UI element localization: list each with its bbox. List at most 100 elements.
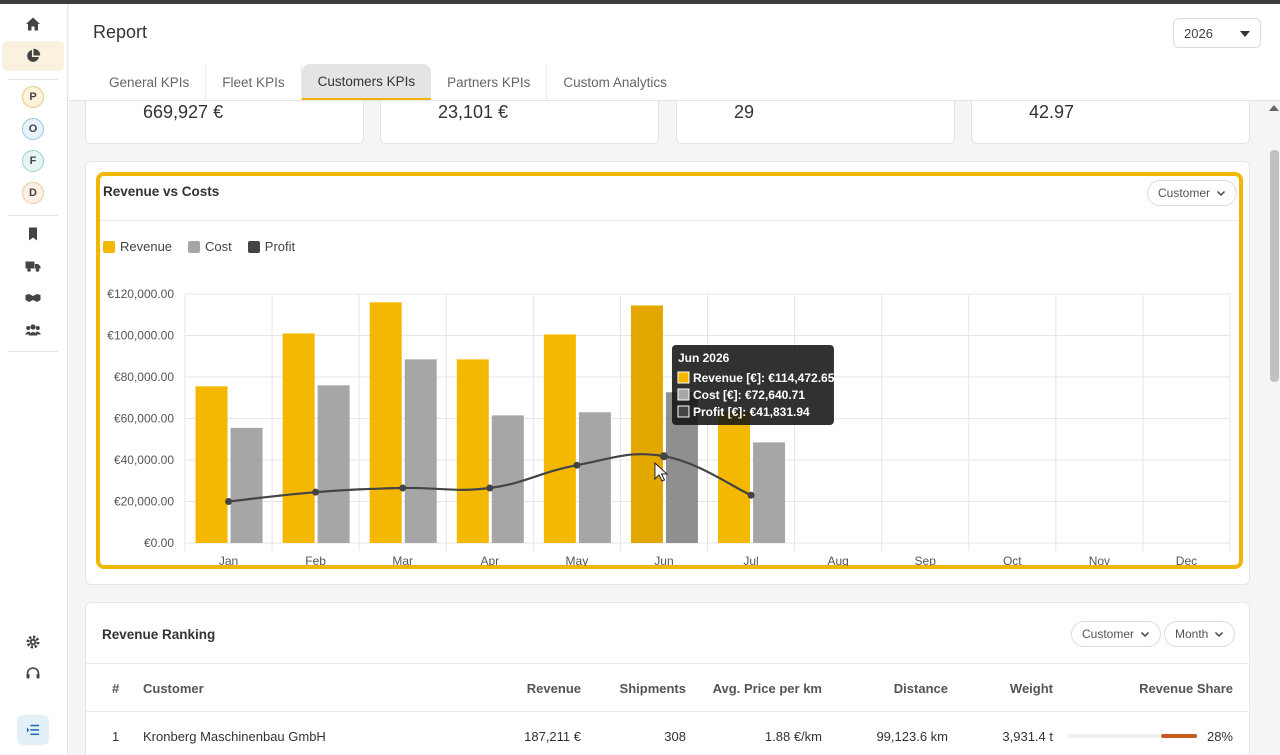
profit-point-jun [659,452,668,461]
scroll-up-arrow[interactable] [1269,105,1279,111]
col-revenue-share[interactable]: Revenue Share [1139,681,1233,696]
legend-item-cost[interactable]: Cost [188,239,232,254]
bar-revenue-may [543,334,576,543]
sidebar-support[interactable] [2,659,64,689]
sidebar-toggle[interactable] [17,715,49,745]
x-tick-label: May [566,554,589,566]
avatar-d[interactable]: D [22,182,44,204]
tooltip-swatch [677,405,690,418]
mouse-cursor [654,461,669,482]
bar-cost-mar [404,359,437,543]
tooltip-title: Jun 2026 [678,351,730,365]
pie-chart-icon [27,48,41,62]
year-select-value: 2026 [1184,25,1213,41]
x-tick-label: Dec [1176,554,1197,566]
col-rank[interactable]: # [112,681,120,696]
tab-custom-analytics[interactable]: Custom Analytics [563,74,667,90]
chevron-down-icon [1140,631,1150,638]
ranking-period-select[interactable]: Month [1164,621,1236,647]
bar-revenue-mar [369,302,402,543]
profit-point-mar [399,484,407,492]
avatar-label: O [28,123,38,135]
tooltip-swatch [677,371,690,384]
kpi-card: 29 [676,101,955,144]
x-tick-label: Jan [219,554,238,566]
chart-title: Revenue vs Costs [103,184,220,199]
cell-avg-price: 1.88 €/km [764,729,822,744]
y-tick-label: €40,000.00 [114,453,174,467]
bar-cost-jul [753,442,786,543]
bar-revenue-feb [282,333,315,543]
sidebar-fleet[interactable] [2,251,64,281]
avatar-f[interactable]: F [22,150,44,172]
header: Report 2026 General KPIs Fleet KPIs Cust… [69,4,1280,101]
avatar-p[interactable]: P [22,86,44,108]
revenue-ranking-card: Revenue Ranking Customer Month # Custome… [85,602,1251,755]
legend-label: Cost [205,239,232,254]
users-icon [25,324,41,336]
avatar-o[interactable]: O [22,118,44,140]
ranking-groupby-select[interactable]: Customer [1071,621,1162,647]
col-shipments[interactable]: Shipments [619,681,686,696]
col-avg-price[interactable]: Avg. Price per km [712,681,822,696]
tooltip-row: Revenue [€]: €114,472.65 [693,371,835,385]
legend-item-profit[interactable]: Profit [247,239,296,254]
bar-cost-feb [317,385,350,543]
revenue-share-fill [1160,734,1197,738]
profit-point-may [573,461,581,469]
chart-tooltip [671,345,834,425]
avatar-label: F [29,155,37,167]
chevron-down-icon [1215,631,1224,638]
chart-legend: Revenue Cost Profit [103,239,295,254]
year-select[interactable]: 2026 [1173,18,1261,48]
table-row[interactable]: 1 Kronberg Maschinenbau GmbH 187,211 € 3… [86,712,1251,755]
x-tick-label: Sep [915,554,937,566]
kpi-card: 23,101 € [380,101,659,144]
x-tick-label: Oct [1003,554,1022,566]
legend-item-revenue[interactable]: Revenue [103,239,172,254]
y-tick-label: €120,000.00 [107,287,174,301]
col-weight[interactable]: Weight [1009,681,1053,696]
x-tick-label: Apr [480,554,499,566]
sidebar-bookmarks[interactable] [2,219,64,249]
revenue-chart-card: Revenue vs Costs Customer Revenue Cost P… [85,161,1250,585]
tab-general-kpis[interactable]: General KPIs [93,64,207,100]
avatar-label: D [29,187,37,199]
chart-groupby-select[interactable]: Customer [1147,180,1238,206]
tab-fleet-kpis[interactable]: Fleet KPIs [206,64,302,100]
profit-point-feb [312,488,320,496]
chart-highlight-frame: Revenue vs Costs Customer Revenue Cost P… [96,172,1243,569]
sidebar-partners[interactable] [2,283,64,313]
revenue-share-bar [1067,734,1197,738]
kpi-value: 29 [734,102,755,122]
col-revenue[interactable]: Revenue [526,681,581,696]
tab-partners-kpis[interactable]: Partners KPIs [431,64,548,100]
x-tick-label: Nov [1089,554,1110,566]
bar-cost-jan [230,427,263,543]
x-tick-label: Mar [392,554,413,566]
x-tick-label: Jul [743,554,758,566]
legend-label: Profit [264,239,296,254]
scrollbar-thumb[interactable] [1270,150,1279,382]
sidebar-settings[interactable] [2,627,64,657]
ranking-table: # Customer Revenue Shipments Avg. Price … [86,663,1251,744]
tab-customers-kpis[interactable]: Customers KPIs [301,64,432,100]
chart-divider [100,220,1239,221]
kpi-value: 42.97 [1029,102,1075,122]
bar-revenue-apr [456,359,489,543]
cell-customer: Kronberg Maschinenbau GmbH [143,729,326,744]
profit-point-jul [747,491,755,499]
sidebar-reports[interactable] [2,41,64,71]
handshake-icon [25,294,41,302]
bar-revenue-jan [195,386,228,543]
top-bar [0,0,1280,4]
col-distance[interactable]: Distance [893,681,948,696]
bar-revenue-jul [718,412,751,543]
x-tick-label: Feb [305,554,326,566]
truck-icon [25,261,41,272]
sidebar-users[interactable] [2,315,64,345]
sidebar-home[interactable] [2,9,64,39]
ranking-period-value: Month [1175,627,1209,641]
col-customer[interactable]: Customer [143,681,204,696]
kpi-card: 669,927 € [85,101,364,144]
